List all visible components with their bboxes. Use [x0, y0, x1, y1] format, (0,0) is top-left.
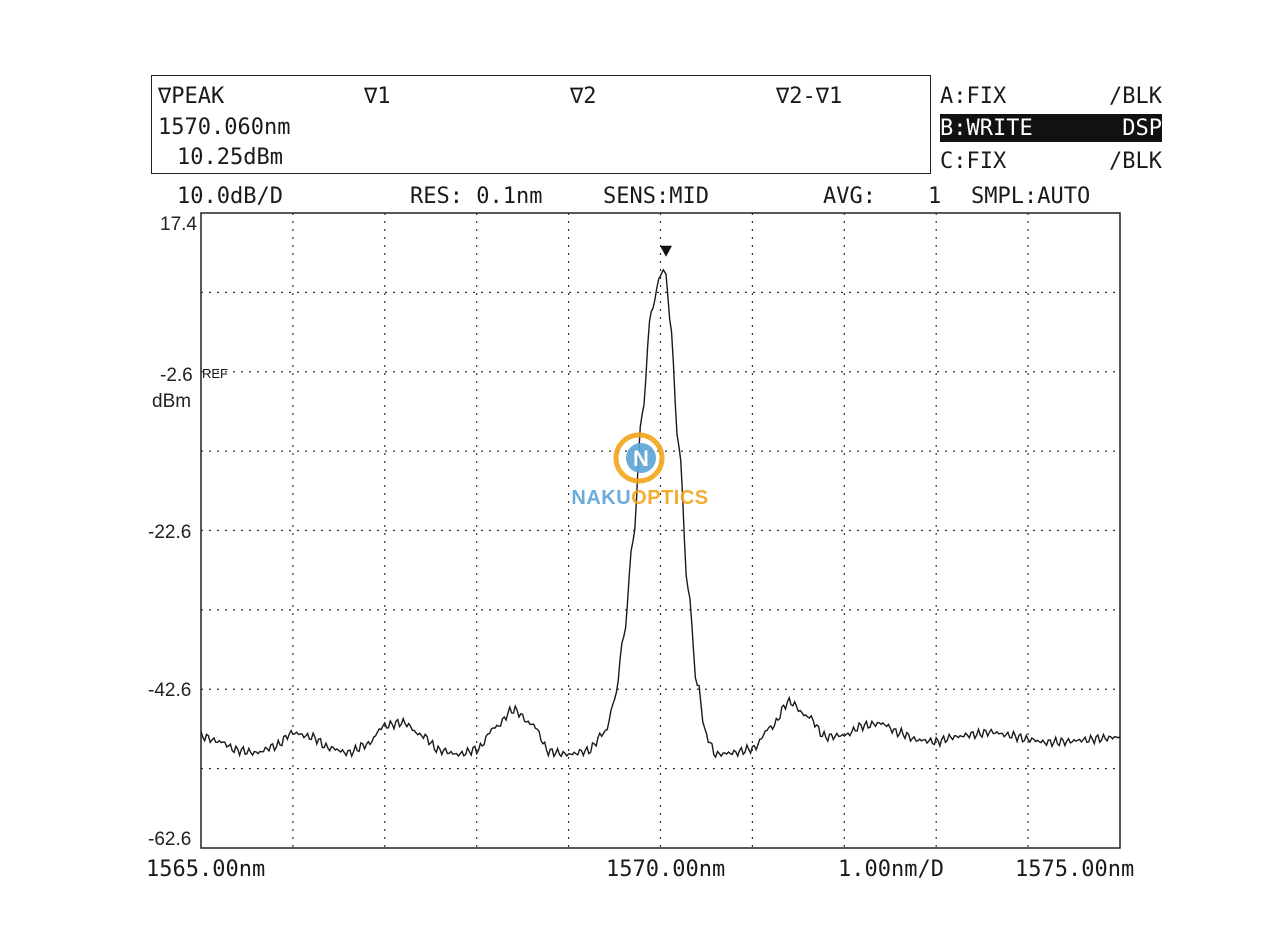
trace-c-mode: /BLK — [1109, 148, 1162, 174]
averaging-value: 1 — [928, 184, 942, 209]
y-tick-label-mid: -22.6 — [148, 522, 192, 543]
x-span-label: 1.00nm/D — [838, 857, 944, 882]
trace-b-name: B:WRITE — [940, 115, 1033, 141]
sensitivity-setting: SENS:MID — [603, 184, 709, 209]
trace-c-status[interactable]: C:FIX /BLK — [940, 147, 1162, 175]
x-stop-label: 1575.00nm — [1015, 857, 1135, 882]
trace-b-status[interactable]: B:WRITE DSP — [940, 114, 1162, 142]
grid — [201, 213, 1120, 848]
logo-letter: N — [633, 446, 649, 471]
peak-marker-label: ∇PEAK — [158, 84, 225, 109]
trace-a-name: A:FIX — [940, 83, 1007, 109]
naku-optics-watermark: N NAKUOPTICS — [571, 432, 708, 509]
y-tick-label-ref: -2.6 — [160, 365, 193, 386]
peak-wavelength-readout: 1570.060nm — [158, 115, 291, 140]
trace-b-mode: DSP — [1122, 115, 1162, 141]
scale-setting: 10.0dB/D — [177, 184, 283, 209]
trace-a-mode: /BLK — [1109, 83, 1162, 109]
trace-a-status[interactable]: A:FIX /BLK — [940, 82, 1162, 110]
x-center-label: 1570.00nm — [606, 857, 726, 882]
y-tick-label-bottom: -62.6 — [148, 829, 192, 850]
ref-level-label: REF — [202, 366, 228, 381]
averaging-label: AVG: — [823, 184, 876, 209]
peak-power-readout: 10.25dBm — [177, 145, 283, 170]
marker-1-label: ∇1 — [364, 84, 391, 109]
plot-frame — [200, 212, 1121, 849]
spectrum-trace — [200, 268, 1121, 759]
sampling-setting: SMPL:AUTO — [971, 184, 1091, 209]
y-tick-label-top: 17.4 — [160, 214, 197, 235]
logo-ring-icon — [613, 432, 665, 484]
logo-wordmark-part2: OPTICS — [631, 487, 708, 509]
logo-disc-icon — [626, 443, 656, 473]
marker-2-label: ∇2 — [570, 84, 597, 109]
trace-c-name: C:FIX — [940, 148, 1007, 174]
logo-wordmark: NAKUOPTICS — [571, 487, 708, 509]
x-start-label: 1565.00nm — [146, 857, 266, 882]
y-tick-label-low: -42.6 — [148, 680, 192, 701]
marker-panel: ∇PEAK 1570.060nm 10.25dBm ∇1 ∇2 ∇2-∇1 — [151, 75, 931, 174]
resolution-setting: RES: 0.1nm — [410, 184, 543, 209]
peak-marker-icon — [660, 245, 673, 257]
y-unit-label: dBm — [152, 391, 192, 412]
logo-wordmark-part1: NAKU — [571, 487, 631, 509]
marker-delta-label: ∇2-∇1 — [776, 84, 843, 109]
